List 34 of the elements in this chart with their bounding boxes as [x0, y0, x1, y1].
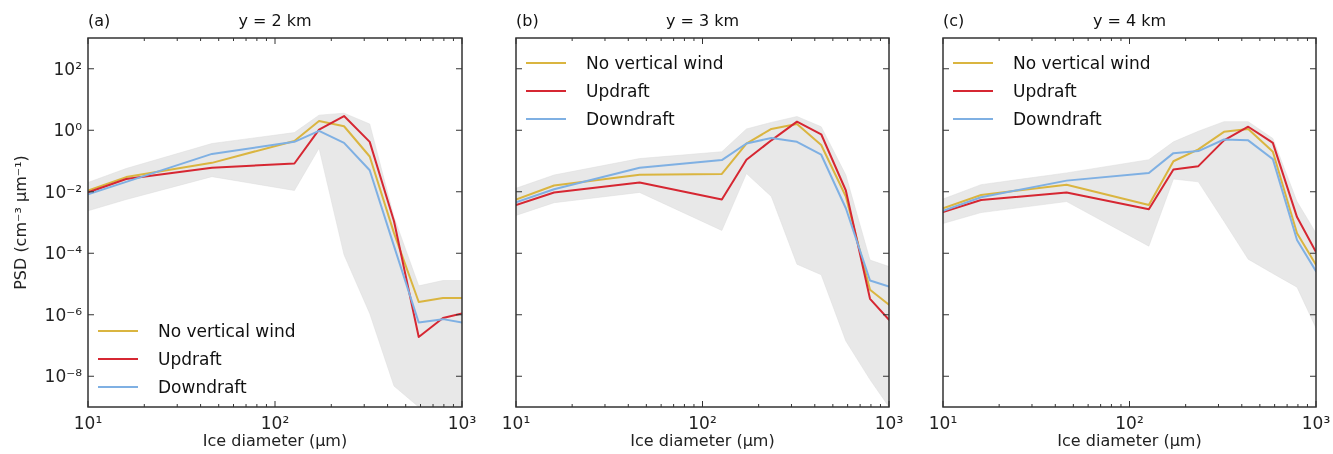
y-tick-label: 10⁻⁶ — [44, 304, 83, 325]
x-axis-title: Ice diameter (μm) — [1057, 431, 1202, 450]
x-tick-label: 10¹ — [501, 413, 531, 433]
y-tick-label: 10⁻⁴ — [44, 243, 83, 264]
legend-label: Downdraft — [586, 109, 676, 129]
x-tick-label: 10² — [260, 413, 290, 433]
y-tick-label: 10⁰ — [53, 120, 83, 141]
chart-title: y = 2 km — [238, 11, 312, 30]
y-axis-title: PSD (cm⁻³ μm⁻¹) — [11, 155, 30, 290]
text: (c) — [943, 11, 965, 30]
legend-label: Updraft — [1013, 81, 1078, 101]
x-axis-title: Ice diameter (μm) — [202, 431, 348, 450]
chart-title: y = 3 km — [665, 11, 740, 30]
x-tick-label: 10² — [1115, 413, 1144, 433]
text: (a) — [88, 11, 111, 30]
legend-label: No vertical wind — [1013, 53, 1151, 73]
y-tick-label: 10² — [53, 58, 82, 79]
text: (b) — [516, 11, 539, 30]
x-axis-title: Ice diameter (μm) — [630, 431, 775, 450]
legend-label: No vertical wind — [586, 53, 724, 73]
x-tick-label: 10³ — [874, 413, 904, 433]
legend-label: Updraft — [158, 349, 223, 369]
y-tick-label: 10⁻⁸ — [44, 366, 83, 387]
legend-label: Downdraft — [158, 377, 248, 397]
x-tick-label: 10¹ — [73, 413, 103, 433]
legend-label: No vertical wind — [158, 321, 296, 341]
x-tick-label: 10¹ — [928, 413, 958, 433]
chart-title: y = 4 km — [1092, 11, 1167, 30]
legend-label: Updraft — [586, 81, 651, 101]
legend-label: Downdraft — [1013, 109, 1103, 129]
x-tick-label: 10² — [688, 413, 717, 433]
x-tick-label: 10³ — [1301, 413, 1331, 433]
y-tick-label: 10⁻² — [44, 181, 82, 202]
x-tick-label: 10³ — [447, 413, 477, 433]
